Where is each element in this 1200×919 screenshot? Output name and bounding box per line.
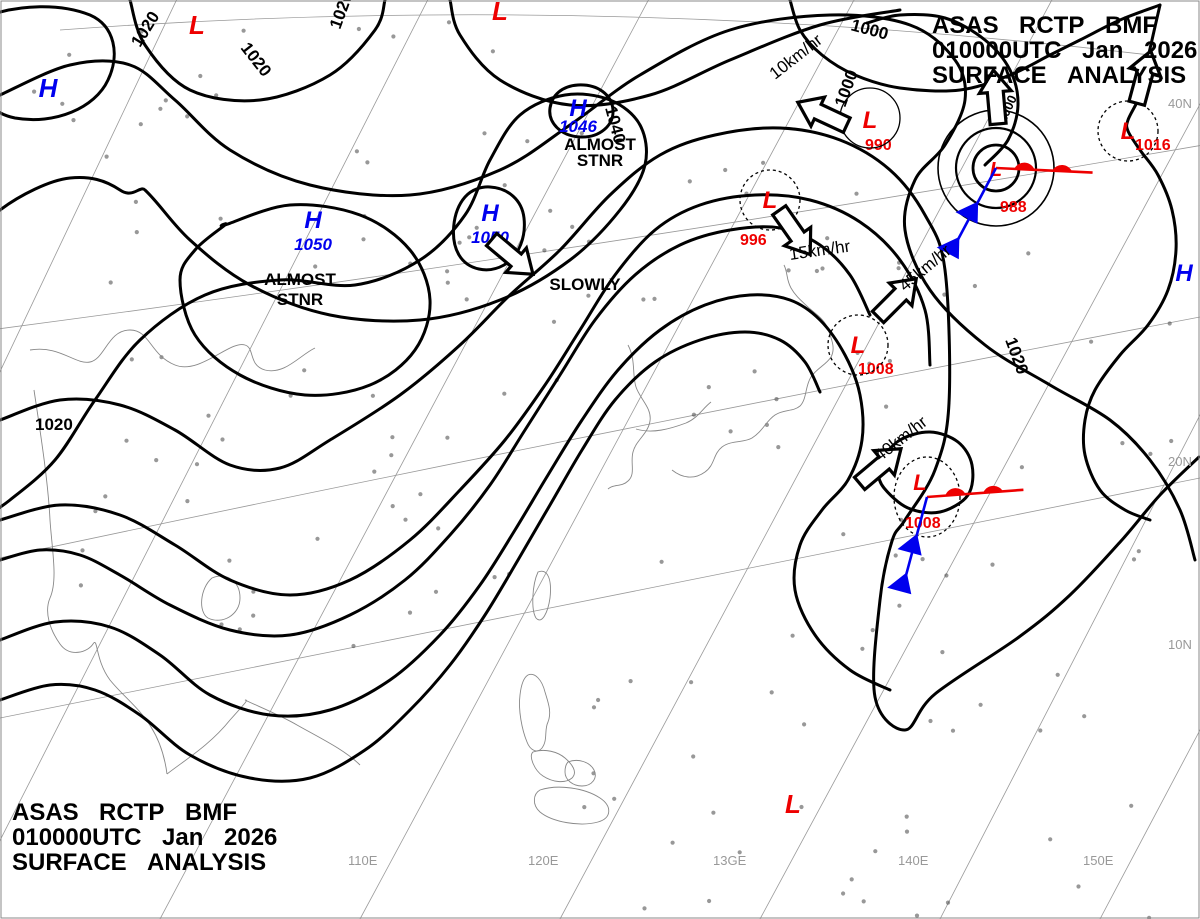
svg-text:1016: 1016 — [1135, 137, 1171, 154]
svg-text:10N: 10N — [1168, 637, 1192, 652]
svg-text:1020: 1020 — [237, 39, 275, 81]
svg-text:ALMOST: ALMOST — [264, 270, 336, 289]
svg-text:1020: 1020 — [35, 415, 73, 434]
svg-text:1050: 1050 — [294, 235, 332, 254]
svg-text:L: L — [763, 187, 778, 214]
svg-text:STNR: STNR — [577, 151, 623, 170]
svg-text:996: 996 — [740, 232, 767, 249]
svg-text:H: H — [1175, 260, 1193, 287]
svg-text:L: L — [1121, 118, 1136, 145]
svg-text:40km/hr: 40km/hr — [871, 412, 931, 465]
svg-text:L: L — [189, 10, 205, 40]
svg-text:1020: 1020 — [1001, 335, 1032, 377]
svg-text:110E: 110E — [348, 853, 378, 868]
svg-text:1008: 1008 — [858, 361, 894, 378]
svg-text:1008: 1008 — [905, 515, 941, 532]
svg-text:10km/hr: 10km/hr — [766, 30, 826, 83]
svg-text:H: H — [481, 200, 499, 227]
svg-text:L: L — [492, 0, 508, 26]
svg-text:1046: 1046 — [559, 117, 597, 136]
svg-text:SLOWLY: SLOWLY — [549, 275, 621, 294]
svg-text:H: H — [304, 207, 322, 234]
svg-text:120E: 120E — [528, 853, 559, 868]
svg-text:40N: 40N — [1168, 96, 1192, 111]
svg-text:140E: 140E — [898, 853, 929, 868]
svg-text:13GE: 13GE — [713, 853, 747, 868]
svg-text:988: 988 — [1000, 199, 1027, 216]
svg-text:20N: 20N — [1168, 454, 1192, 469]
svg-text:150E: 150E — [1083, 853, 1114, 868]
svg-text:STNR: STNR — [277, 290, 323, 309]
svg-text:L: L — [785, 789, 801, 819]
svg-text:L: L — [913, 470, 926, 495]
svg-text:L: L — [851, 332, 866, 359]
svg-text:H: H — [39, 73, 59, 103]
svg-text:1000: 1000 — [831, 67, 862, 109]
svg-text:990: 990 — [865, 137, 892, 154]
svg-text:L: L — [863, 107, 878, 134]
